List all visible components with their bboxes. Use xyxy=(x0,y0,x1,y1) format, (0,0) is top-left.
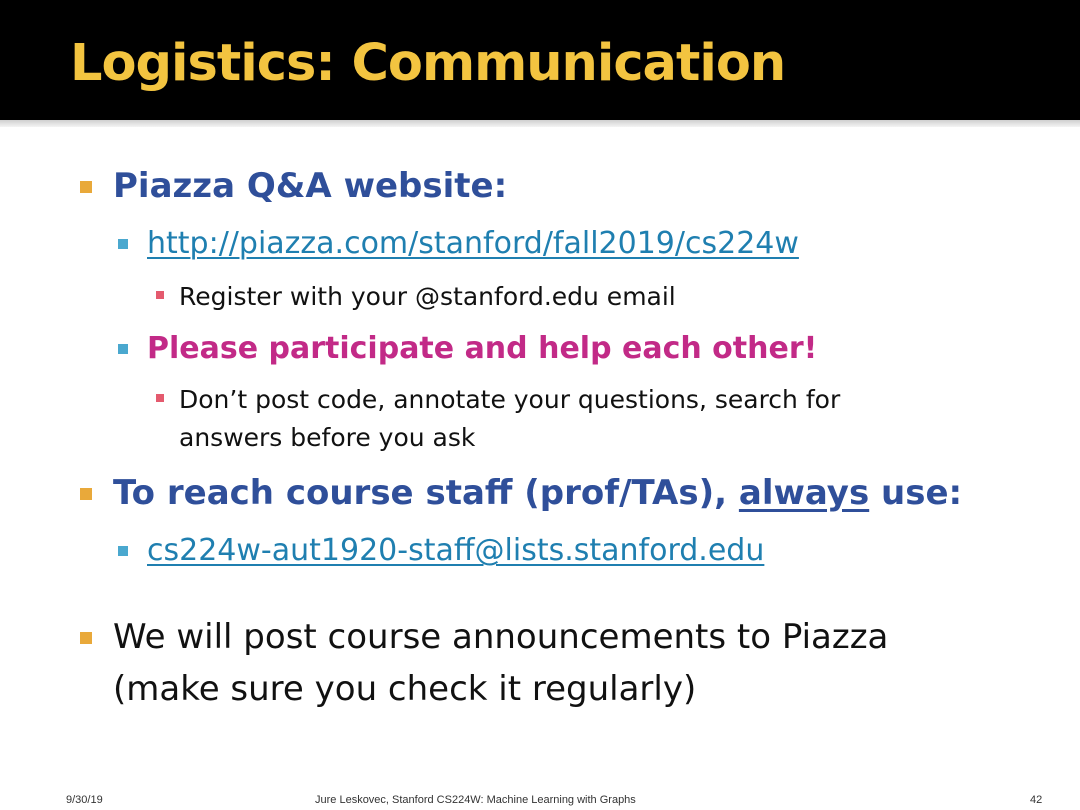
bullet-square-icon xyxy=(80,632,92,644)
staff-email-link[interactable]: cs224w-aut1920-staff@lists.stanford.edu xyxy=(147,533,765,568)
bullet-square-icon xyxy=(80,488,92,500)
bullet-square-icon xyxy=(118,239,128,249)
bullet-square-icon xyxy=(118,344,128,354)
bullet-square-icon xyxy=(118,546,128,556)
staff-heading-part-2: use: xyxy=(869,473,963,513)
register-note: Register with your @stanford.edu email xyxy=(179,282,676,311)
slide-title: Logistics: Communication xyxy=(70,34,786,93)
footer-title: Jure Leskovec, Stanford CS224W: Machine … xyxy=(315,794,636,806)
bullet-square-icon xyxy=(156,394,164,402)
staff-heading-always: always xyxy=(738,473,870,513)
staff-heading: To reach course staff (prof/TAs), always… xyxy=(113,473,962,513)
piazza-heading: Piazza Q&A website: xyxy=(113,166,508,206)
announce-line-2: (make sure you check it regularly) xyxy=(113,669,697,709)
announce-line-1: We will post course announcements to Pia… xyxy=(113,617,889,657)
staff-heading-part-1: To reach course staff (prof/TAs), xyxy=(113,473,739,513)
dont-post-line-1: Don’t post code, annotate your questions… xyxy=(179,385,841,414)
title-divider xyxy=(0,120,1080,127)
title-bar xyxy=(0,0,1080,120)
footer-page-number: 42 xyxy=(1030,794,1043,806)
bullet-square-icon xyxy=(156,291,164,299)
participate-note: Please participate and help each other! xyxy=(147,331,818,366)
footer-date: 9/30/19 xyxy=(66,794,103,806)
dont-post-line-2: answers before you ask xyxy=(179,423,476,452)
piazza-link[interactable]: http://piazza.com/stanford/fall2019/cs22… xyxy=(147,226,799,261)
bullet-square-icon xyxy=(80,181,92,193)
